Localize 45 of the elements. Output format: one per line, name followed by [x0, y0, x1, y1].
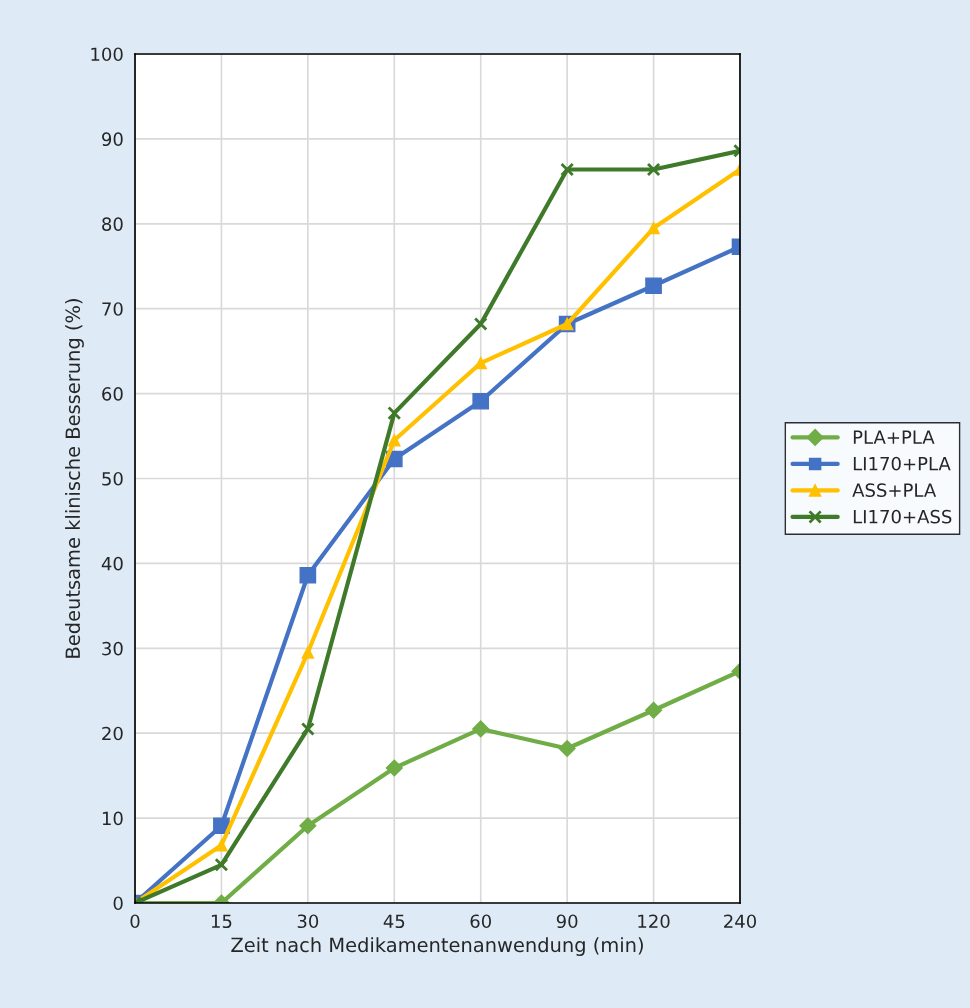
- point: [474, 356, 487, 370]
- y-tick-label: 90: [102, 132, 123, 147]
- y-tick-label: 60: [102, 387, 123, 401]
- point: [646, 162, 661, 177]
- x-tick-label: 30: [297, 914, 319, 929]
- x-tick-label: 0: [130, 914, 140, 929]
- point: [299, 817, 317, 835]
- point: [560, 162, 575, 177]
- y-tick-label: 30: [102, 641, 123, 656]
- legend-label: LI170+ASS: [853, 509, 952, 524]
- y-tick-label: 10: [102, 811, 123, 826]
- point: [473, 317, 488, 331]
- legend-label: LI170+PLA: [853, 456, 951, 471]
- y-tick-label: 100: [91, 47, 123, 62]
- y-tick-label: 20: [102, 726, 123, 741]
- y-axis-title: Bedeutsame klinische Besserung (%): [65, 299, 84, 658]
- x-tick-label: 60: [470, 914, 491, 929]
- point: [301, 646, 315, 659]
- point: [388, 434, 401, 447]
- x-tick-label: 240: [724, 914, 757, 929]
- legend-label: PLA+PLA: [853, 430, 935, 444]
- point: [300, 722, 315, 736]
- point: [214, 857, 229, 872]
- legend-label: ASS+PLA: [852, 483, 937, 497]
- y-tick-label: 70: [102, 302, 123, 316]
- point: [472, 720, 490, 738]
- x-axis-title: Zeit nach Medikamentenanwendung (min): [231, 937, 643, 956]
- point: [645, 277, 662, 295]
- y-tick-label: 80: [102, 217, 123, 231]
- point: [558, 739, 576, 758]
- point: [385, 759, 403, 777]
- point: [387, 406, 402, 421]
- x-tick-label: 90: [556, 914, 578, 929]
- point: [645, 701, 663, 719]
- point: [215, 839, 228, 852]
- x-tick-label: 45: [383, 914, 405, 929]
- point: [647, 221, 660, 235]
- y-tick-label: 0: [113, 896, 123, 911]
- x-tick-label: 120: [638, 914, 670, 929]
- point: [299, 566, 317, 584]
- y-tick-label: 50: [102, 471, 123, 486]
- point: [213, 817, 230, 835]
- y-tick-label: 40: [101, 556, 123, 571]
- point: [472, 392, 490, 410]
- x-tick-label: 15: [211, 914, 232, 929]
